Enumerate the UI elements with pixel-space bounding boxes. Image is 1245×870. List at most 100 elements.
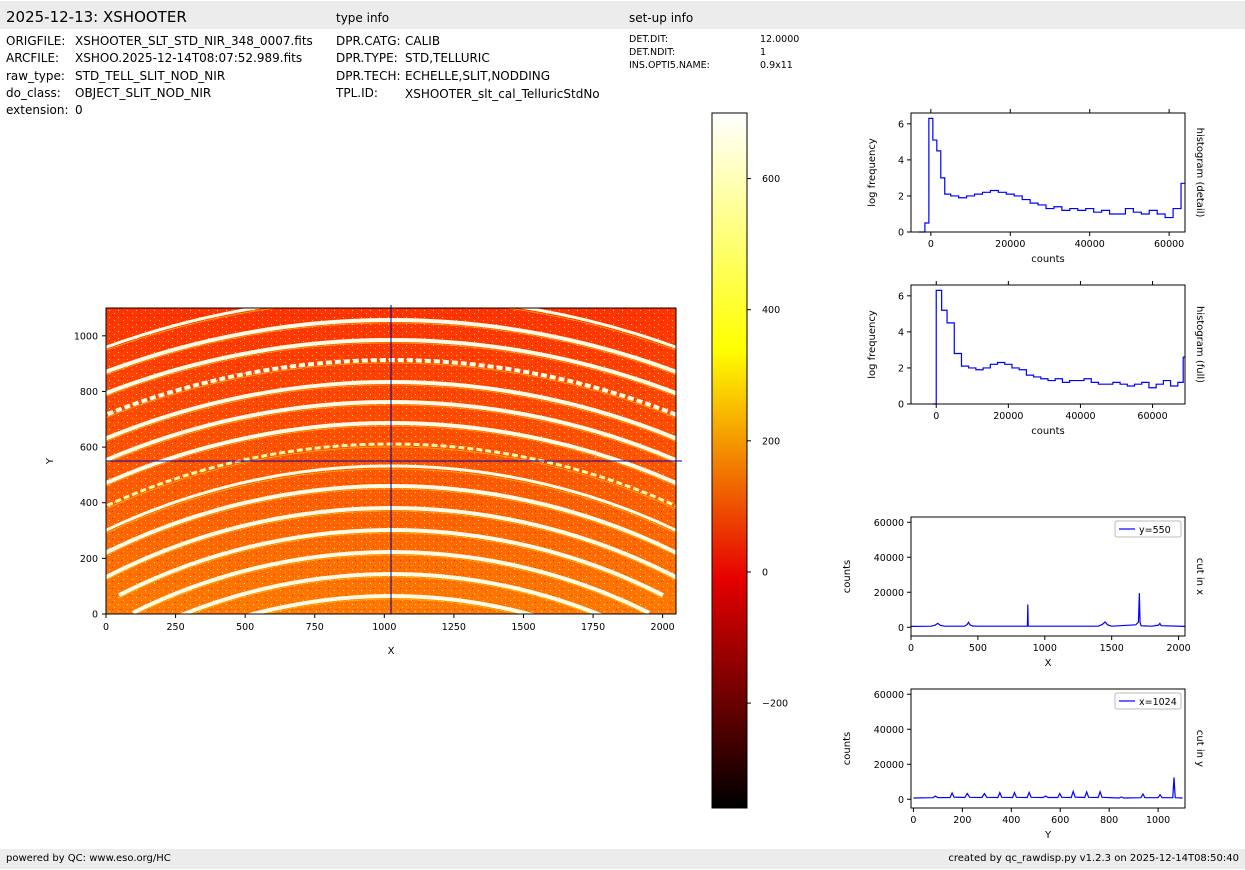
hist-detail-series-line: [918, 117, 1185, 233]
image-ytick-label: 400: [80, 498, 98, 509]
arcfile-value: XSHOO.2025-12-14T08:07:52.989.fits: [75, 51, 303, 65]
hist-full-ytick-label: 4: [898, 327, 904, 338]
dpr-type-key: DPR.TYPE:: [336, 51, 398, 65]
cut-y-side-label: cut in y: [1194, 730, 1205, 767]
extension-value: 0: [75, 103, 83, 117]
cut-y-xtick-label: 400: [1002, 815, 1020, 826]
hist-detail-xlabel: counts: [1031, 254, 1064, 265]
cut-y-ytick-label: 40000: [874, 725, 904, 736]
det-ndit-key: DET.NDIT:: [629, 47, 676, 58]
hist-detail-ytick-label: 4: [898, 155, 904, 166]
do-class-value: OBJECT_SLIT_NOD_NIR: [75, 86, 212, 100]
cut-x-xlabel: X: [1045, 658, 1052, 669]
hist-full-xtick-label: 40000: [1065, 411, 1095, 422]
image-ytick-label: 800: [80, 387, 98, 398]
cut-y-xtick-label: 1000: [1146, 815, 1170, 826]
dpr-catg-value: CALIB: [405, 34, 441, 48]
dpr-type-value: STD,TELLURIC: [405, 51, 490, 65]
image-xtick-label: 1250: [442, 622, 466, 633]
cut-y-ytick-label: 60000: [874, 690, 904, 701]
dpr-tech-key: DPR.TECH:: [336, 69, 401, 83]
cut-y-xtick-label: 600: [1051, 815, 1069, 826]
cut-x-ytick-label: 60000: [874, 518, 904, 529]
dpr-catg-key: DPR.CATG:: [336, 34, 401, 48]
spectral-order-edge: [106, 308, 676, 351]
cut-x-frame: [910, 516, 1186, 637]
image-ytick-label: 0: [92, 610, 98, 621]
spectral-order: [106, 308, 676, 349]
colorbar-tick-label: 200: [762, 436, 780, 447]
ins-opti5-value: 0.9x11: [760, 60, 793, 71]
page-title: 2025-12-13: XSHOOTER: [6, 8, 187, 26]
colorbar-tick-label: −200: [762, 699, 788, 710]
hist-full-xlabel: counts: [1031, 426, 1064, 437]
image-xtick-label: 1500: [511, 622, 535, 633]
hist-full-xtick-label: 20000: [993, 411, 1023, 422]
cut-x-ytick-label: 40000: [874, 553, 904, 564]
hist-detail-xtick-label: 20000: [995, 239, 1025, 250]
image-frame: [105, 307, 677, 615]
cut-x-xtick-label: 2000: [1166, 643, 1190, 654]
cut-x-xtick-label: 0: [908, 643, 914, 654]
arcfile-key: ARCFILE:: [6, 51, 60, 65]
image-xtick-label: 0: [103, 622, 109, 633]
hist-detail-xtick-label: 40000: [1075, 239, 1105, 250]
cut-x-xtick-label: 500: [969, 643, 987, 654]
cut-x-ytick-label: 20000: [874, 588, 904, 599]
cut-x-legend-label: y=550: [1139, 525, 1171, 536]
colorbar-tick-label: 0: [762, 567, 768, 578]
image-xtick-label: 1000: [372, 622, 396, 633]
raw-type-key: raw_type:: [6, 69, 65, 83]
dpr-tech-value: ECHELLE,SLIT,NODDING: [405, 69, 551, 83]
cut-y-ytick-label: 20000: [874, 760, 904, 771]
cut-x-xtick-label: 1000: [1033, 643, 1057, 654]
cut-y-ytick-label: 0: [898, 795, 904, 806]
hist-detail-frame: [910, 112, 1186, 233]
cut-y-ylabel: counts: [842, 732, 853, 765]
image-ytick-label: 600: [80, 443, 98, 454]
hist-full-frame: [910, 284, 1186, 405]
hist-detail-ytick-label: 0: [898, 228, 904, 239]
hist-full-ylabel: log frequency: [867, 310, 878, 379]
colorbar-tick-label: 600: [762, 174, 780, 185]
footer-right: created by qc_rawdisp.py v1.2.3 on 2025-…: [948, 853, 1239, 864]
cut-x-series-line: [910, 593, 1186, 627]
type-info-heading: type info: [336, 11, 390, 25]
cut-y-legend-label: x=1024: [1139, 697, 1177, 708]
det-ndit-value: 1: [760, 47, 767, 58]
hist-full-series-line: [932, 289, 1185, 405]
hist-detail-ytick-label: 6: [898, 119, 904, 130]
cut-x-legend-box: [1114, 520, 1182, 538]
det-dit-value: 12.0000: [760, 34, 800, 45]
image-ylabel: Y: [45, 457, 56, 465]
ins-opti5-key: INS.OPTI5.NAME:: [629, 60, 710, 71]
tpl-id-key: TPL.ID:: [336, 86, 378, 100]
cut-y-frame: [910, 688, 1186, 809]
cut-y-legend-box: [1114, 692, 1182, 710]
origfile-value: XSHOOTER_SLT_STD_NIR_348_0007.fits: [75, 34, 313, 48]
image-xtick-label: 250: [167, 622, 185, 633]
cut-y-xtick-label: 200: [953, 815, 971, 826]
setup-info-heading: set-up info: [629, 11, 694, 25]
footer-bar: [0, 849, 1245, 869]
hist-detail-side-label: histogram (detail): [1194, 128, 1205, 218]
det-dit-key: DET.DIT:: [629, 34, 669, 45]
hist-full-side-label: histogram (full): [1194, 306, 1205, 383]
image-xtick-label: 750: [306, 622, 324, 633]
hist-full-ytick-label: 0: [898, 400, 904, 411]
cut-x-ytick-label: 0: [898, 623, 904, 634]
image-xtick-label: 2000: [651, 622, 675, 633]
cut-y-xlabel: Y: [1044, 830, 1052, 841]
tpl-id-value: XSHOOTER_slt_cal_TelluricStdNo: [405, 87, 600, 101]
image-ytick-label: 200: [80, 554, 98, 565]
extension-key: extension:: [6, 103, 69, 117]
header-bar: [0, 1, 1245, 29]
cut-x-xtick-label: 1500: [1100, 643, 1124, 654]
colorbar: [711, 112, 748, 809]
cut-y-xtick-label: 0: [910, 815, 916, 826]
raw-type-value: STD_TELL_SLIT_NOD_NIR: [75, 69, 226, 83]
image-xtick-label: 500: [236, 622, 254, 633]
cut-x-ylabel: counts: [842, 560, 853, 593]
cut-y-series-line: [913, 777, 1183, 799]
